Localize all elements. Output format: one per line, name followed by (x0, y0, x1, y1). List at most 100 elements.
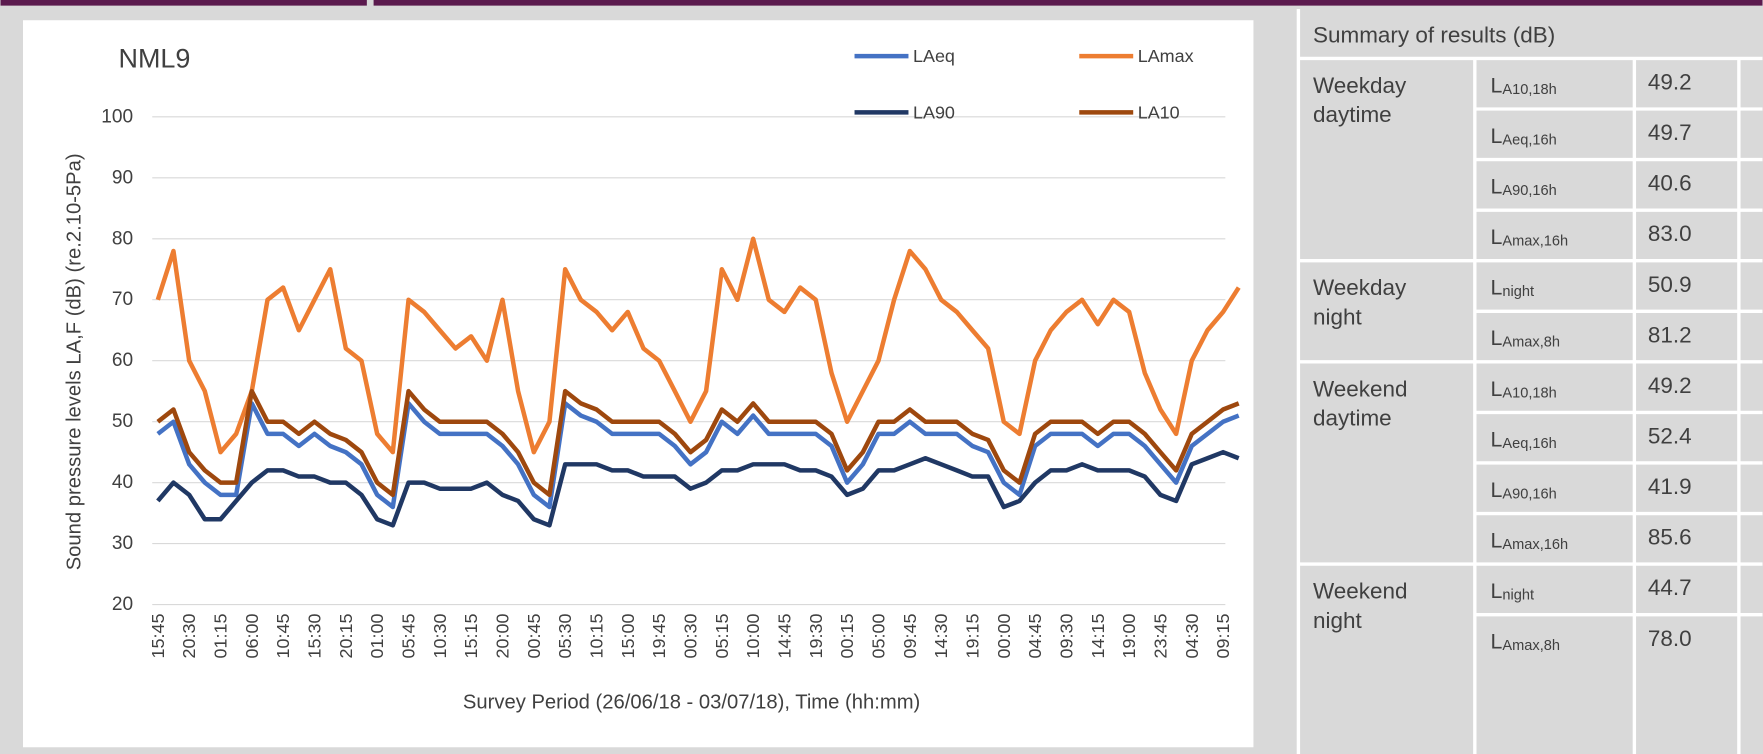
legend-label: LAmax (1138, 46, 1194, 66)
group-label: daytime (1313, 102, 1392, 127)
x-tick-label: 09:30 (1056, 614, 1076, 659)
group-label: daytime (1313, 406, 1392, 431)
row-label-sub: A10,18h (1502, 385, 1556, 401)
row-value: 52.4 (1648, 423, 1692, 448)
series-line (156, 388, 1240, 498)
row-label: LA10,18h (1491, 73, 1557, 97)
row-label-sub: A90,16h (1502, 486, 1556, 502)
x-tick-label: 10:15 (586, 614, 606, 659)
x-tick-label: 01:15 (211, 614, 231, 659)
y-tick-label: 100 (101, 106, 133, 127)
row-label-main: L (1491, 225, 1503, 249)
y-tick-label: 90 (112, 167, 133, 188)
row-label: LAmax,8h (1491, 326, 1560, 350)
y-tick-label: 70 (112, 289, 133, 310)
row-value: 49.2 (1648, 373, 1692, 398)
x-tick-label: 20:30 (179, 614, 199, 659)
x-tick-label: 19:45 (649, 614, 669, 659)
group-label: Weekend (1313, 376, 1408, 401)
row-label: Lnight (1491, 579, 1535, 603)
row-label-sub: Amax,8h (1502, 335, 1560, 351)
row-label-main: L (1491, 478, 1503, 502)
y-tick-label: 20 (112, 594, 133, 615)
x-tick-label: 19:30 (806, 614, 826, 659)
top-bar (373, 0, 1763, 6)
row-value: 50.9 (1648, 272, 1692, 297)
x-tick-label: 20:15 (336, 614, 356, 659)
x-tick-label: 14:45 (774, 614, 794, 659)
row-value: 78.0 (1648, 626, 1692, 651)
row-value: 49.7 (1648, 120, 1692, 145)
x-tick-label: 00:30 (680, 614, 700, 659)
x-tick-label: 09:45 (900, 614, 920, 659)
y-tick-label: 60 (112, 350, 133, 371)
x-tick-label: 19:15 (962, 614, 982, 659)
row-label-sub: Aeq,16h (1502, 132, 1556, 148)
series-line (156, 449, 1240, 528)
row-label: LAmax,8h (1491, 630, 1560, 654)
group-label: Weekday (1313, 275, 1407, 300)
row-label: LA90,16h (1491, 478, 1557, 502)
x-tick-label: 10:45 (273, 614, 293, 659)
row-label-main: L (1491, 630, 1503, 654)
row-value: 41.9 (1648, 474, 1692, 499)
chart-title: NML9 (119, 43, 191, 73)
row-label: LA90,16h (1491, 175, 1557, 199)
y-tick-label: 30 (112, 533, 133, 554)
row-label-main: L (1491, 579, 1503, 603)
x-tick-label: 04:45 (1025, 614, 1045, 659)
row-value: 40.6 (1648, 171, 1692, 196)
row-label-main: L (1491, 124, 1503, 148)
row-value: 44.7 (1648, 575, 1692, 600)
chart-panel (22, 20, 1254, 748)
row-label: LAeq,16h (1491, 124, 1557, 148)
x-tick-label: 00:15 (837, 614, 857, 659)
x-axis-title: Survey Period (26/06/18 - 03/07/18), Tim… (463, 691, 920, 713)
row-label-sub: A90,16h (1502, 183, 1556, 199)
y-tick-label: 80 (112, 228, 133, 249)
row-label-main: L (1491, 326, 1503, 350)
group-label: night (1313, 608, 1362, 633)
series-line (155, 236, 1241, 455)
row-label-main: L (1491, 276, 1503, 300)
x-tick-label: 05:45 (398, 614, 418, 659)
row-label: LAmax,16h (1491, 528, 1569, 552)
row-label-sub: Amax,8h (1502, 638, 1560, 654)
x-tick-label: 15:30 (304, 614, 324, 659)
x-tick-label: 10:00 (743, 614, 763, 659)
row-label: LAeq,16h (1491, 427, 1557, 451)
row-label-main: L (1491, 427, 1503, 451)
x-tick-label: 20:00 (492, 614, 512, 659)
top-bar (0, 0, 367, 6)
y-axis-title: Sound pressure levels LA,F (dB) (re.2.10… (64, 153, 86, 570)
x-tick-label: 10:30 (430, 614, 450, 659)
group-label: Weekend (1313, 579, 1408, 604)
legend-label: LA90 (913, 102, 955, 122)
row-label-sub: Aeq,16h (1502, 436, 1556, 452)
x-tick-label: 23:45 (1150, 614, 1170, 659)
x-tick-label: 14:30 (931, 614, 951, 659)
row-label: LAmax,16h (1491, 225, 1569, 249)
row-label: LA10,18h (1491, 377, 1557, 401)
table-title: Summary of results (dB) (1313, 22, 1555, 47)
row-label-main: L (1491, 175, 1503, 199)
y-tick-label: 40 (112, 472, 133, 493)
x-tick-label: 05:15 (712, 614, 732, 659)
x-tick-label: 05:30 (555, 614, 575, 659)
x-tick-label: 06:00 (242, 614, 262, 659)
y-tick-label: 50 (112, 411, 133, 432)
x-tick-label: 15:45 (148, 614, 168, 659)
legend-label: LAeq (913, 46, 955, 66)
row-label-sub: night (1502, 284, 1534, 300)
group-label: Weekday (1313, 73, 1407, 98)
x-tick-label: 15:15 (461, 614, 481, 659)
row-label-sub: Amax,16h (1502, 537, 1568, 553)
row-value: 81.2 (1648, 322, 1692, 347)
x-tick-label: 14:15 (1088, 614, 1108, 659)
row-value: 85.6 (1648, 525, 1692, 550)
x-tick-label: 19:00 (1119, 614, 1139, 659)
row-label-main: L (1491, 377, 1503, 401)
row-label-main: L (1491, 528, 1503, 552)
